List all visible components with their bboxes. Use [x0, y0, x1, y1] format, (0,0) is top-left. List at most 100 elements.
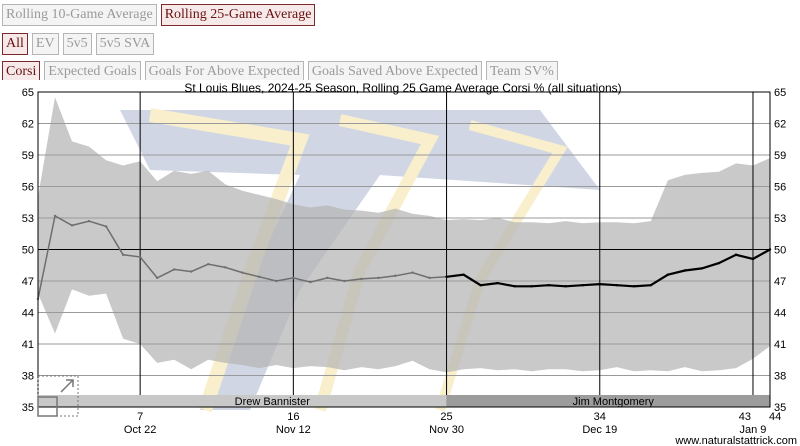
x-tick-label: 43 [739, 411, 751, 423]
data-point [428, 276, 431, 280]
zoom-control[interactable] [37, 375, 79, 417]
coach-period-bar [38, 395, 447, 407]
data-point [70, 224, 74, 227]
y-tick-label-left: 56 [22, 182, 34, 194]
y-tick-label-right: 50 [774, 245, 786, 257]
data-point [104, 225, 108, 228]
x-tick-label: 44 [769, 411, 781, 423]
y-tick-label-right: 56 [774, 182, 786, 194]
x-date-label: Jan 9 [740, 424, 767, 436]
corsi-button[interactable]: Corsi [2, 61, 41, 83]
data-point [292, 276, 295, 280]
y-tick-label-left: 35 [22, 402, 34, 414]
data-point [632, 285, 636, 288]
average-window-selector: Rolling 10-Game Average Rolling 25-Game A… [2, 4, 316, 26]
y-tick-label-left: 53 [22, 213, 34, 225]
data-point [258, 275, 261, 278]
y-tick-label-right: 62 [774, 119, 786, 131]
expected-goals-button[interactable]: Expected Goals [44, 61, 141, 83]
y-tick-label-right: 35 [774, 402, 786, 414]
coach-name-label: Jim Montgomery [573, 396, 655, 408]
data-point [700, 267, 704, 270]
plot-frame [37, 91, 771, 408]
expand-arrow-icon [60, 379, 74, 393]
data-point [87, 219, 91, 223]
data-point [121, 253, 125, 256]
data-point [564, 285, 567, 288]
data-point [615, 284, 618, 287]
data-point [172, 268, 176, 271]
data-point [343, 279, 346, 283]
data-point [496, 281, 499, 285]
site-credit: www.naturalstattrick.com [674, 435, 797, 446]
data-point [751, 257, 755, 261]
x-date-label: Oct 22 [124, 424, 156, 436]
data-point [547, 284, 550, 287]
x-date-label: Dec 19 [582, 424, 617, 436]
x-tick-label: 25 [440, 411, 452, 423]
y-tick-label-right: 41 [774, 339, 786, 351]
y-tick-label-right: 65 [774, 87, 786, 99]
data-point [530, 285, 533, 288]
data-point [326, 276, 329, 280]
data-point [462, 273, 465, 276]
data-point [598, 282, 601, 286]
zoom-box-icon [37, 396, 58, 417]
x-tick-label: 16 [287, 411, 299, 423]
situation-selector: All EV 5v5 5v5 SVA [2, 33, 155, 55]
rolling-25-game-average-button[interactable]: Rolling 25-Game Average [160, 4, 316, 26]
coach-period-bar [446, 395, 770, 407]
ev-button[interactable]: EV [31, 33, 59, 55]
data-point [445, 275, 448, 278]
y-tick-label-right: 53 [774, 213, 786, 225]
data-point [275, 279, 278, 283]
rolling-corsi-line-full [446, 248, 771, 288]
chart-title: St Louis Blues, 2024-25 Season, Rolling … [184, 81, 621, 95]
data-point [241, 271, 244, 274]
data-point [649, 284, 653, 287]
range-band [38, 97, 770, 373]
y-tick-label-left: 38 [22, 371, 34, 383]
data-point [513, 285, 516, 288]
y-tick-label-right: 38 [774, 371, 786, 383]
y-tick-label-right: 59 [774, 150, 786, 162]
y-tick-label-left: 65 [22, 87, 34, 99]
data-point [360, 277, 363, 281]
data-point [207, 263, 210, 266]
x-tick-label: 34 [594, 411, 606, 423]
data-point [190, 270, 193, 273]
y-tick-label-left: 59 [22, 150, 34, 162]
data-point [479, 284, 482, 287]
data-point [734, 253, 738, 256]
data-point [224, 266, 227, 269]
data-point [394, 274, 397, 277]
y-tick-label-left: 41 [22, 339, 34, 351]
data-point [138, 255, 142, 259]
y-tick-label-left: 50 [22, 245, 34, 257]
metric-selector: Corsi Expected Goals Goals For Above Expec… [2, 61, 558, 83]
y-tick-label-right: 47 [774, 276, 786, 288]
5v5-sva-button[interactable]: 5v5 SVA [95, 33, 155, 55]
data-point [53, 214, 57, 218]
x-tick-label: 7 [137, 411, 143, 423]
all-button[interactable]: All [2, 33, 28, 55]
data-point [309, 280, 312, 284]
zoom-region-icon [37, 375, 79, 417]
5v5-button[interactable]: 5v5 [62, 33, 92, 55]
x-date-label: Nov 30 [429, 424, 464, 436]
y-tick-label-left: 62 [22, 119, 34, 131]
coach-name-label: Drew Bannister [235, 396, 311, 408]
data-point [717, 261, 721, 265]
data-point [411, 271, 414, 274]
x-date-label: Nov 12 [276, 424, 311, 436]
y-tick-label-right: 44 [774, 308, 786, 320]
rolling-10-game-average-button[interactable]: Rolling 10-Game Average [2, 4, 157, 26]
data-point [581, 284, 584, 287]
data-point [666, 273, 670, 276]
goals-for-above-expected-button[interactable]: Goals For Above Expected [144, 61, 304, 83]
corsi-chart: St Louis Blues, 2024-25 Season, Rolling … [0, 80, 800, 446]
data-point [155, 276, 159, 280]
data-point [377, 276, 380, 280]
data-point [683, 269, 687, 272]
y-tick-label-left: 44 [22, 308, 34, 320]
